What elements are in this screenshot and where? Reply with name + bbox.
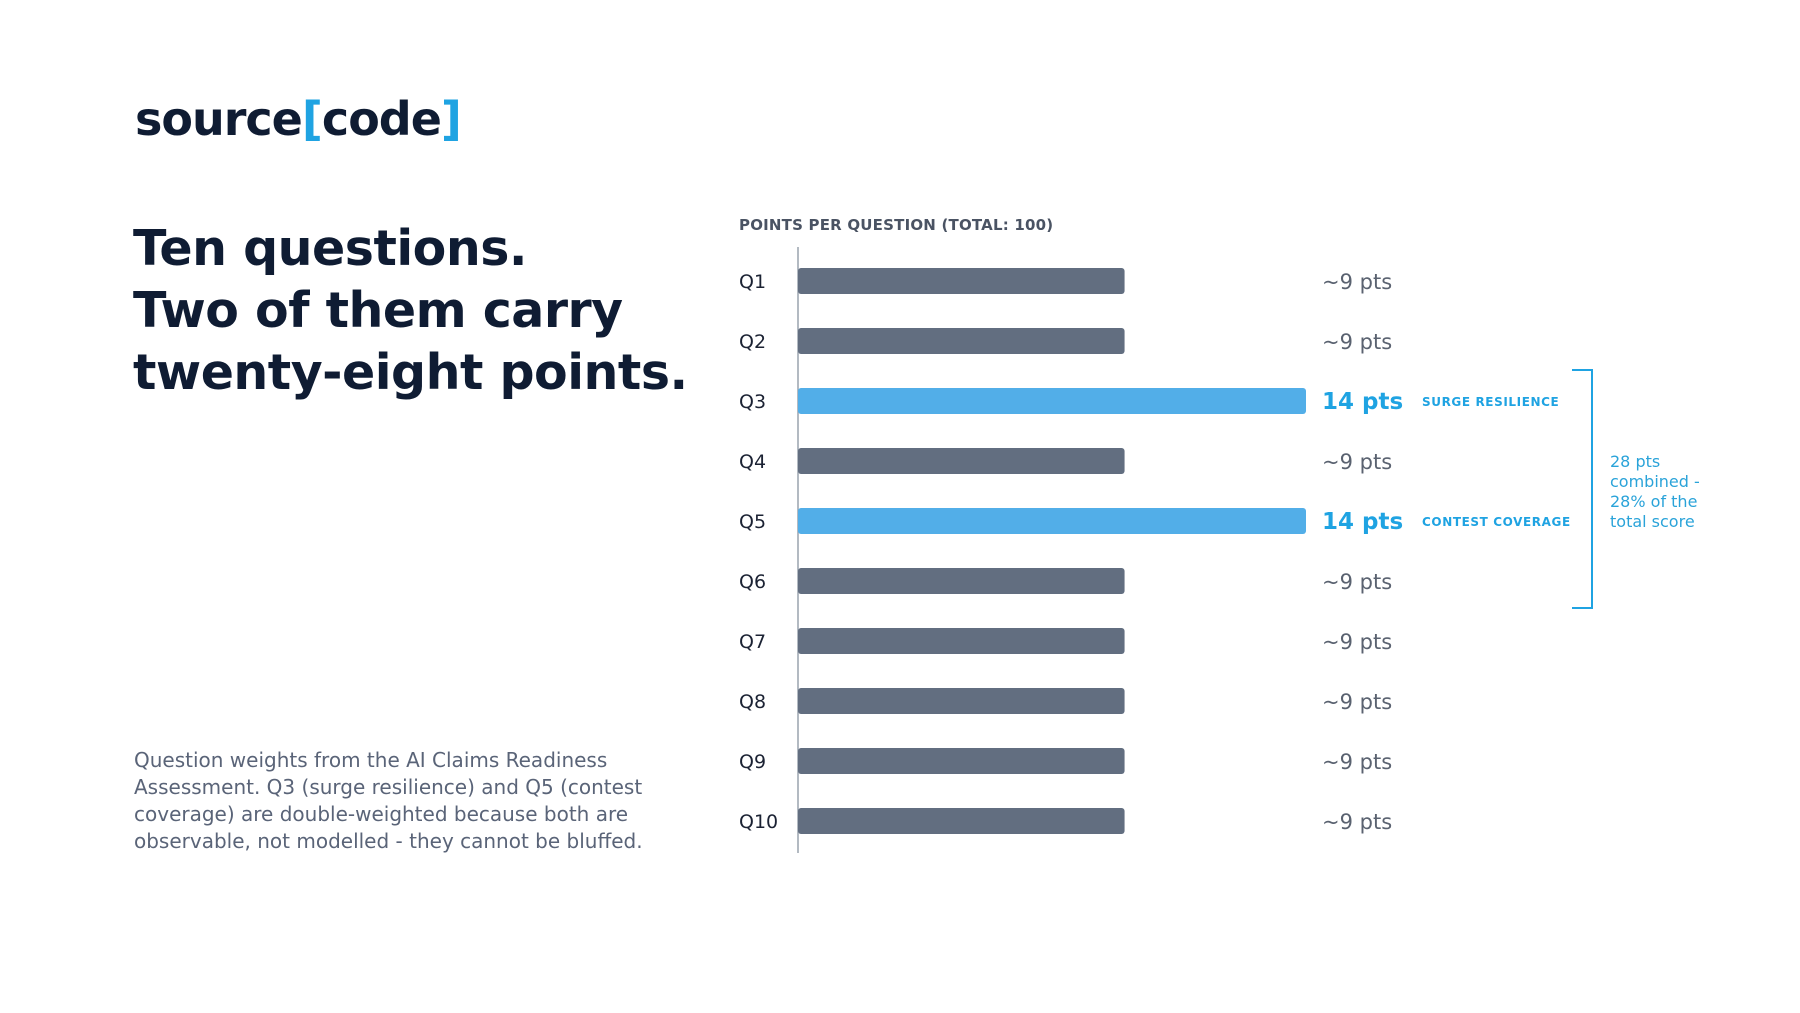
note-line-4: total score [1610, 512, 1695, 531]
bar [798, 688, 1125, 714]
category-label: Q6 [739, 571, 766, 593]
value-label: ~9 pts [1322, 570, 1392, 594]
value-label: 14 pts [1322, 389, 1403, 415]
bar [798, 388, 1306, 414]
category-label: Q5 [739, 511, 766, 533]
value-label: ~9 pts [1322, 330, 1392, 354]
category-label: Q4 [739, 451, 766, 473]
combined-note: 28 pts combined - 28% of the total score [1610, 452, 1730, 532]
value-label: ~9 pts [1322, 270, 1392, 294]
bar [798, 748, 1125, 774]
highlight-tag: CONTEST COVERAGE [1422, 515, 1571, 529]
category-label: Q1 [739, 271, 766, 293]
highlight-tag: SURGE RESILIENCE [1422, 395, 1559, 409]
note-line-2: combined - [1610, 472, 1700, 491]
bar [798, 268, 1125, 294]
caption: Question weights from the AI Claims Read… [134, 748, 643, 853]
value-label: ~9 pts [1322, 630, 1392, 654]
category-label: Q8 [739, 691, 766, 713]
category-label: Q3 [739, 391, 766, 413]
value-label: ~9 pts [1322, 690, 1392, 714]
category-label: Q2 [739, 331, 766, 353]
value-label: ~9 pts [1322, 810, 1392, 834]
bracket [1572, 369, 1593, 609]
headline: Ten questions. Two of them carry twenty-… [133, 218, 693, 404]
note-line-3: 28% of the [1610, 492, 1698, 511]
category-label: Q7 [739, 631, 766, 653]
logo: source[code] [135, 92, 462, 146]
value-label: 14 pts [1322, 509, 1403, 535]
chart-title: POINTS PER QUESTION (TOTAL: 100) [739, 216, 1054, 234]
headline-line-2: Two of them carry [133, 282, 623, 339]
note-line-1: 28 pts [1610, 452, 1661, 471]
value-label: ~9 pts [1322, 450, 1392, 474]
category-label: Q10 [739, 811, 778, 833]
category-label: Q9 [739, 751, 766, 773]
bar [798, 448, 1125, 474]
bar [798, 568, 1125, 594]
bar [798, 808, 1125, 834]
bar [798, 328, 1125, 354]
bar [798, 628, 1125, 654]
headline-line-3: twenty-eight points. [133, 344, 688, 401]
bar [798, 508, 1306, 534]
headline-line-1: Ten questions. [133, 220, 528, 277]
value-label: ~9 pts [1322, 750, 1392, 774]
